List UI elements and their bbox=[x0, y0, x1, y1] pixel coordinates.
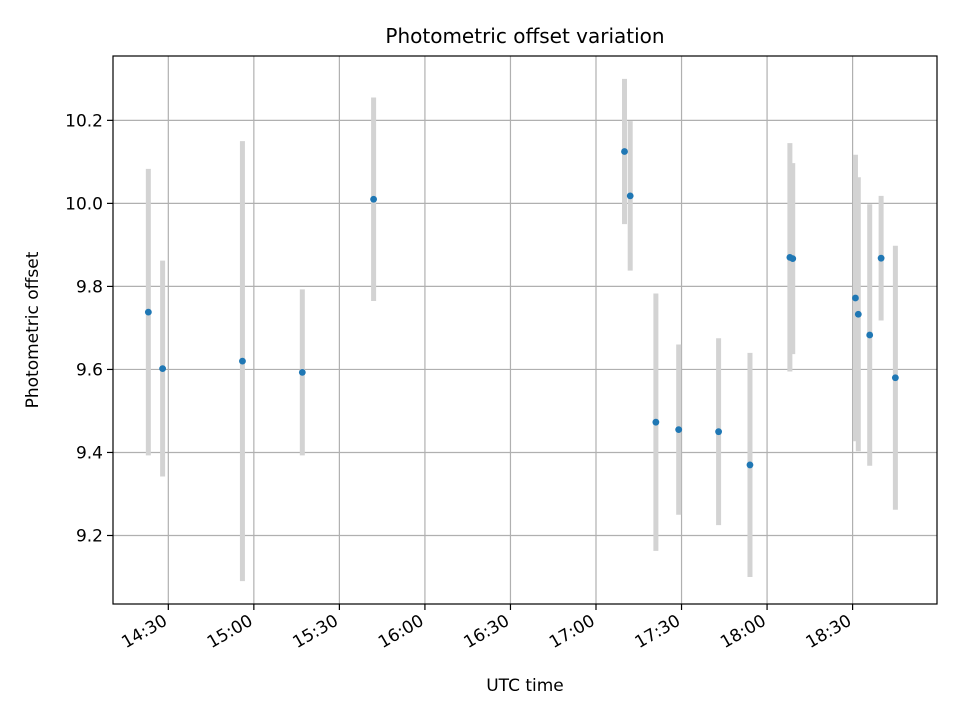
data-point bbox=[621, 148, 628, 155]
plot-frame bbox=[112, 55, 938, 605]
data-point bbox=[239, 357, 246, 365]
y-tick-label: 9.4 bbox=[76, 443, 103, 463]
data-point bbox=[854, 310, 862, 318]
data-point bbox=[866, 331, 874, 339]
data-point bbox=[746, 461, 754, 469]
y-axis-ticks: 9.2 9.4 9.6 9.8 10.0 10.2 bbox=[65, 111, 113, 547]
data-points bbox=[144, 148, 899, 469]
data-point bbox=[144, 308, 152, 316]
data-point bbox=[852, 294, 859, 302]
data-point bbox=[626, 192, 634, 200]
data-point bbox=[675, 426, 683, 434]
y-tick-label: 9.8 bbox=[76, 277, 103, 297]
data-point bbox=[652, 418, 660, 426]
data-point bbox=[298, 368, 306, 376]
x-axis-label: UTC time bbox=[486, 676, 564, 696]
y-axis-label: Photometric offset bbox=[23, 251, 43, 408]
chart-title: Photometric offset variation bbox=[385, 24, 664, 48]
grid-lines bbox=[113, 56, 937, 604]
y-tick-label: 10.2 bbox=[65, 111, 103, 131]
data-point bbox=[891, 374, 899, 382]
data-point bbox=[715, 428, 722, 436]
y-tick-label: 10.0 bbox=[65, 194, 103, 214]
data-point bbox=[370, 195, 378, 203]
data-point bbox=[877, 254, 885, 262]
y-tick-label: 9.2 bbox=[76, 527, 103, 547]
y-tick-label: 9.6 bbox=[76, 360, 103, 380]
data-point bbox=[789, 255, 797, 262]
data-point bbox=[159, 365, 167, 373]
